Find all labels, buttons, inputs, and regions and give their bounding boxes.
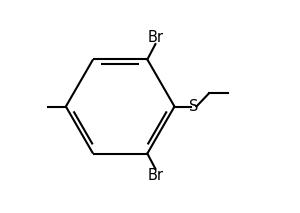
Text: S: S (189, 99, 198, 114)
Text: Br: Br (147, 30, 164, 45)
Text: Br: Br (147, 168, 164, 183)
